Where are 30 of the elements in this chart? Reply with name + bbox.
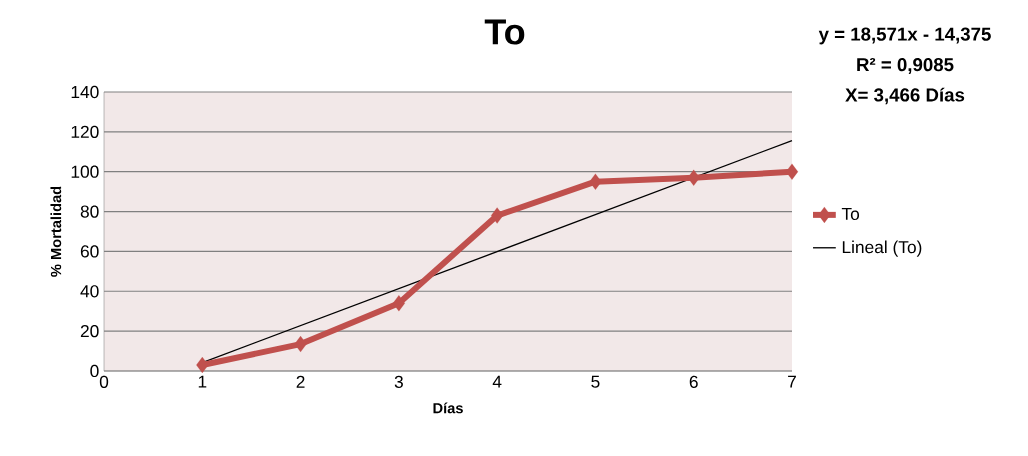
point <box>491 207 504 224</box>
legend-label: Lineal (To) <box>842 240 922 257</box>
point <box>196 356 209 374</box>
point <box>392 295 405 312</box>
x-axis-title: Días <box>433 402 463 414</box>
y-axis-title: % Mortalidad <box>50 186 62 277</box>
text: R² = 0,9085 <box>857 58 954 74</box>
y-tick-label: 0 <box>90 364 99 378</box>
y-tick-label: 60 <box>80 245 99 258</box>
x-tick-label: 2 <box>296 375 305 388</box>
point <box>687 169 700 186</box>
y-tick-label: 40 <box>80 285 99 298</box>
y-tick-label: 20 <box>80 324 99 338</box>
point <box>294 336 307 353</box>
text: X= 3,466 Días <box>845 87 965 105</box>
x-tick-label: 6 <box>689 375 698 388</box>
x-tick-label: 5 <box>591 375 600 388</box>
x-tick-label: 7 <box>788 375 796 388</box>
y-tick-label: 140 <box>71 85 99 99</box>
x-tick-label: 3 <box>394 375 403 388</box>
x-tick-label: 4 <box>492 375 502 388</box>
y-tick-label: 120 <box>71 125 99 138</box>
y-tick-label: 100 <box>71 165 99 178</box>
legend-label: To <box>841 207 860 221</box>
text: y = 18,571x - 14,375 <box>818 27 991 45</box>
y-tick-label: 80 <box>80 205 99 218</box>
x-tick-label: 1 <box>198 375 207 388</box>
point <box>589 173 602 190</box>
chart-title: To <box>484 19 525 45</box>
x-tick-label: 0 <box>99 375 109 388</box>
